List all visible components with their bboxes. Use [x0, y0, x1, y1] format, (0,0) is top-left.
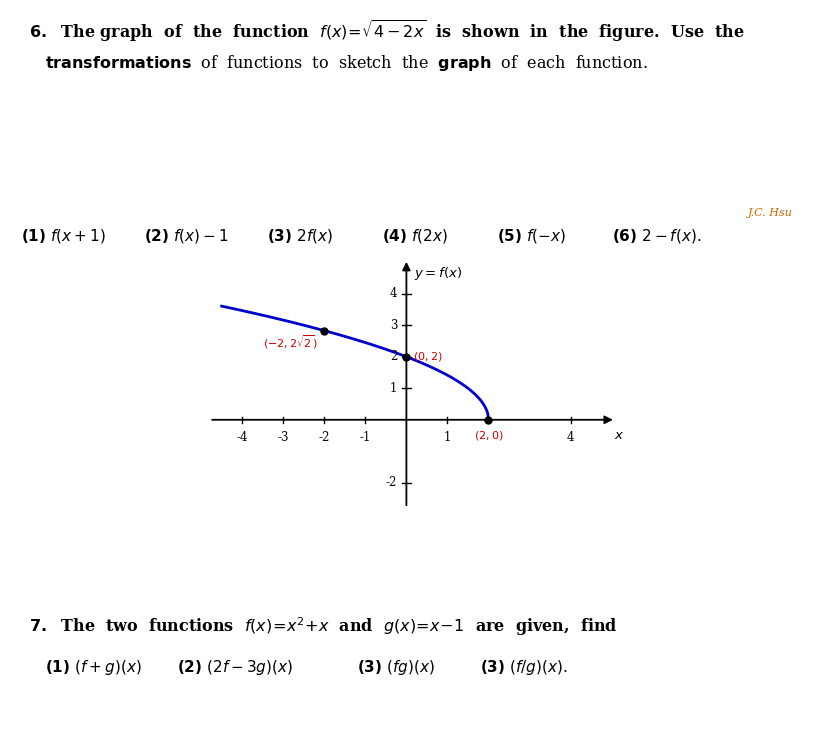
Text: $\mathbf{6.}$  The graph  of  the  function  $f(x)\!=\!\sqrt{4-2x}$  is  shown  : $\mathbf{6.}$ The graph of the function … [29, 18, 745, 45]
Text: -2: -2 [319, 431, 330, 444]
Text: $\mathbf{(6)}\ 2-f(x).$: $\mathbf{(6)}\ 2-f(x).$ [612, 227, 701, 245]
Text: 4: 4 [390, 287, 397, 300]
Text: $(0,2)$: $(0,2)$ [413, 350, 443, 363]
Text: $\mathbf{(2)}\ (2f-3g)(x)$: $\mathbf{(2)}\ (2f-3g)(x)$ [177, 658, 292, 677]
Text: 4: 4 [566, 431, 575, 444]
Text: $\mathbf{(3)}\ 2f(x)$: $\mathbf{(3)}\ 2f(x)$ [267, 227, 333, 245]
Text: $\mathbf{(1)}\ f(x+1)$: $\mathbf{(1)}\ f(x+1)$ [21, 227, 105, 245]
Text: $\mathbf{(5)}\ f(-x)$: $\mathbf{(5)}\ f(-x)$ [497, 227, 566, 245]
Text: -3: -3 [277, 431, 289, 444]
Text: J.C. Hsu: J.C. Hsu [747, 208, 792, 219]
Text: 2: 2 [390, 350, 397, 363]
Text: $\mathbf{transformations}$  of  functions  to  sketch  the  $\mathbf{graph}$  of: $\mathbf{transformations}$ of functions … [45, 53, 648, 73]
Text: -4: -4 [236, 431, 248, 444]
Text: $\mathbf{(1)}\ (f+g)(x)$: $\mathbf{(1)}\ (f+g)(x)$ [45, 658, 142, 677]
Text: $\mathbf{(3)}\ (f/g)(x).$: $\mathbf{(3)}\ (f/g)(x).$ [480, 658, 568, 677]
Text: $y = f(x)$: $y = f(x)$ [414, 265, 462, 282]
Text: $\mathbf{(2)}\ f(x)-1$: $\mathbf{(2)}\ f(x)-1$ [144, 227, 228, 245]
Text: 1: 1 [444, 431, 451, 444]
Text: $\mathbf{(4)}\ f(2x)$: $\mathbf{(4)}\ f(2x)$ [382, 227, 448, 245]
Text: $(2,0)$: $(2,0)$ [474, 428, 503, 442]
Text: -1: -1 [360, 431, 371, 444]
Text: 3: 3 [390, 319, 397, 332]
Text: $(-2,2\sqrt{2})$: $(-2,2\sqrt{2})$ [264, 333, 319, 351]
Text: $x$: $x$ [614, 428, 624, 442]
Text: $\mathbf{7.}$  The  two  functions  $f(x)\!=\!x^2\!+\!x$  and  $g(x)\!=\!x\!-\!1: $\mathbf{7.}$ The two functions $f(x)\!=… [29, 616, 617, 638]
Text: $\mathbf{(3)}\ (fg)(x)$: $\mathbf{(3)}\ (fg)(x)$ [357, 658, 435, 677]
Text: -2: -2 [386, 477, 397, 489]
Text: 1: 1 [390, 382, 397, 395]
